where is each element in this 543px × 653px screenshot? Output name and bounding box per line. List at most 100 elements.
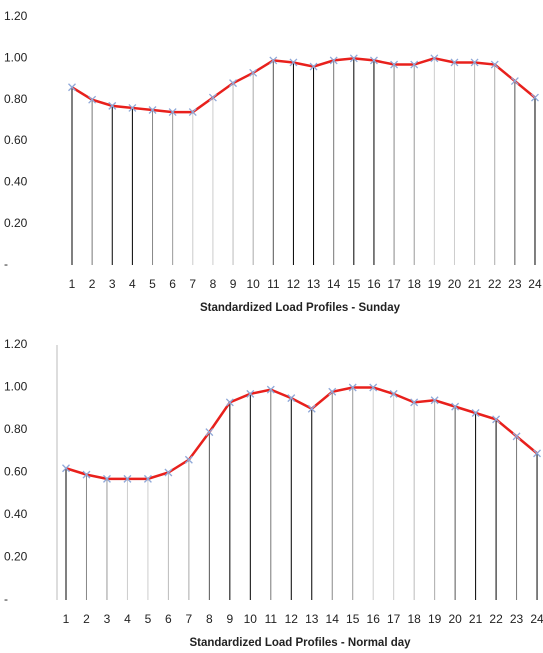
marker [510, 77, 519, 86]
marker [289, 58, 298, 67]
x-tick-label: 24 [528, 277, 542, 291]
y-tick-label: - [4, 592, 8, 606]
x-tick-label: 23 [508, 277, 522, 291]
marker [168, 108, 177, 117]
marker [329, 56, 338, 65]
x-tick-label: 5 [145, 612, 152, 626]
marker [450, 58, 459, 67]
y-tick-label: 0.60 [4, 465, 28, 479]
x-tick-label: 5 [149, 277, 156, 291]
marker [348, 383, 357, 392]
x-tick-label: 15 [347, 277, 361, 291]
marker [410, 60, 419, 69]
x-tick-label: 23 [510, 612, 524, 626]
marker [229, 79, 237, 88]
x-tick-label: 11 [265, 612, 278, 626]
x-tick-label: 10 [246, 277, 260, 291]
x-tick-label: 20 [448, 277, 462, 291]
marker [533, 449, 541, 458]
x-tick-label: 18 [407, 612, 421, 626]
marker [430, 54, 439, 63]
marker [410, 398, 419, 407]
y-tick-label: 0.40 [4, 175, 28, 189]
marker [349, 54, 358, 63]
x-tick-label: 7 [186, 612, 193, 626]
marker [205, 428, 214, 437]
marker [490, 60, 499, 69]
marker [309, 62, 318, 71]
x-tick-label: 17 [387, 277, 401, 291]
marker [390, 60, 399, 69]
x-tick-label: 13 [305, 612, 319, 626]
x-tick-label: 20 [448, 612, 462, 626]
x-tick-label: 2 [89, 277, 96, 291]
x-tick-label: 4 [129, 277, 136, 291]
y-tick-label: 1.20 [4, 9, 28, 23]
x-tick-label: 6 [165, 612, 172, 626]
x-tick-label: 12 [285, 612, 299, 626]
x-tick-label: 19 [428, 612, 442, 626]
marker [184, 455, 193, 464]
x-tick-label: 16 [367, 612, 381, 626]
marker [225, 398, 234, 407]
x-tick-label: 22 [488, 277, 502, 291]
y-tick-label: 0.40 [4, 507, 28, 521]
marker [430, 396, 439, 405]
y-tick-label: 1.00 [4, 380, 28, 394]
x-tick-label: 10 [244, 612, 258, 626]
marker [148, 106, 157, 114]
marker [471, 409, 480, 417]
x-tick-label: 7 [189, 277, 196, 291]
marker [246, 389, 255, 398]
x-tick-label: 21 [468, 277, 482, 291]
x-tick-label: 2 [83, 612, 90, 626]
marker [492, 415, 501, 424]
marker [108, 101, 117, 110]
y-tick-label: 0.20 [4, 216, 28, 230]
marker [249, 68, 258, 77]
marker [143, 474, 152, 483]
x-tick-label: 16 [367, 277, 381, 291]
x-tick-label: 18 [408, 277, 422, 291]
marker [512, 432, 521, 441]
x-tick-label: 24 [530, 612, 543, 626]
line [71, 57, 536, 114]
line [65, 386, 538, 481]
y-tick-label: 0.80 [4, 92, 28, 106]
marker [451, 402, 460, 411]
y-tick-label: 0.60 [4, 133, 28, 147]
x-tick-label: 4 [124, 612, 131, 626]
marker [164, 468, 173, 477]
x-tick-label: 8 [206, 612, 213, 626]
marker [82, 470, 91, 479]
x-tick-label: 13 [307, 277, 321, 291]
x-tick-label: 22 [489, 612, 503, 626]
marker [531, 93, 539, 102]
marker [307, 404, 316, 413]
marker [208, 93, 217, 102]
x-tick-label: 14 [327, 277, 341, 291]
marker [128, 103, 137, 112]
x-tick-label: 1 [63, 612, 70, 626]
x-tick-label: 6 [169, 277, 176, 291]
x-tick-label: 15 [346, 612, 360, 626]
marker [369, 56, 378, 65]
marker [369, 383, 378, 392]
x-tick-label: 8 [210, 277, 217, 291]
marker [287, 394, 296, 403]
x-tick-label: 17 [387, 612, 401, 626]
x-axis-title: Standardized Load Profiles - Sunday [200, 302, 401, 314]
x-tick-label: 9 [226, 612, 233, 626]
x-tick-label: 12 [287, 277, 301, 291]
y-tick-label: 1.20 [4, 337, 28, 351]
marker [188, 108, 197, 117]
marker [470, 58, 479, 67]
x-tick-label: 9 [230, 277, 237, 291]
marker [269, 56, 278, 65]
x-tick-label: 11 [267, 277, 280, 291]
y-tick-label: 1.00 [4, 51, 28, 65]
marker [266, 385, 275, 394]
y-tick-label: 0.20 [4, 550, 28, 564]
marker [328, 387, 337, 396]
